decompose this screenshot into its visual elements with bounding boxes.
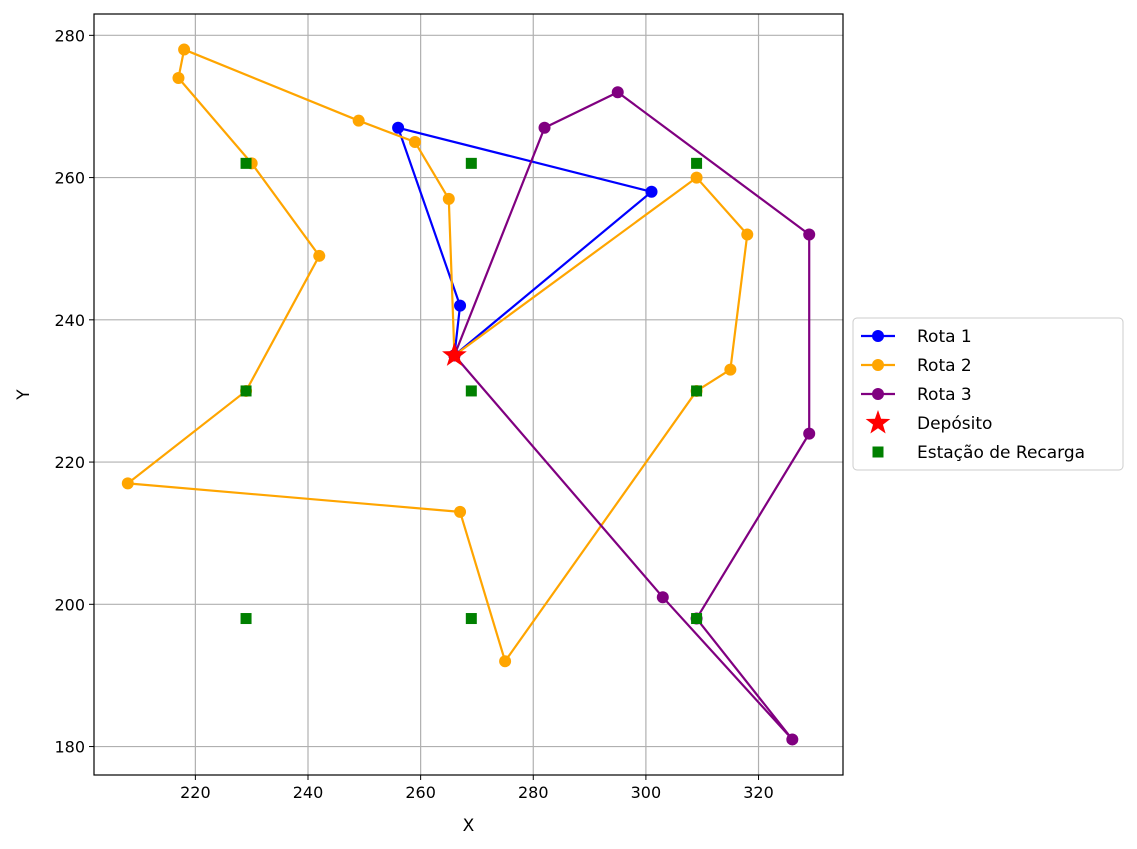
plot-frame xyxy=(93,13,844,776)
route-point xyxy=(442,192,455,205)
route-point xyxy=(645,185,658,198)
y-tick-label: 180 xyxy=(54,738,85,757)
legend-label: Estação de Recarga xyxy=(917,443,1085,463)
series-rota-1 xyxy=(392,121,658,362)
legend-item-rota-1: Rota 1 xyxy=(861,327,972,347)
route-point xyxy=(803,228,816,241)
route-line-rota-2 xyxy=(126,48,749,663)
route-point xyxy=(741,228,754,241)
legend-item-rota-3: Rota 3 xyxy=(861,385,972,405)
route-point xyxy=(499,655,512,668)
station-marker xyxy=(465,385,477,397)
x-tick-label: 280 xyxy=(518,783,549,802)
route-point xyxy=(538,121,551,134)
route-point xyxy=(454,505,467,518)
route-point xyxy=(121,477,134,490)
route-point xyxy=(409,136,421,149)
route-point xyxy=(313,249,326,262)
y-tick-label: 200 xyxy=(54,595,85,614)
legend-swatch-star xyxy=(865,410,891,434)
route-point xyxy=(352,114,365,127)
station-marker xyxy=(240,385,252,397)
route-point xyxy=(172,72,185,85)
x-tick-label: 220 xyxy=(180,783,211,802)
route-point xyxy=(803,427,816,440)
route-point xyxy=(656,591,669,604)
axis-ticks: 220 240 260 280 300 320 180 200 220 240 260 280 xyxy=(54,26,773,802)
route-point xyxy=(392,121,405,134)
station-marker xyxy=(465,157,477,169)
x-tick-label: 300 xyxy=(631,783,662,802)
station-marker xyxy=(465,613,477,625)
y-tick-label: 260 xyxy=(54,169,85,188)
station-marker xyxy=(240,613,252,625)
legend-item-deposito: Depósito xyxy=(865,410,992,434)
y-tick-label: 280 xyxy=(54,26,85,45)
legend-box xyxy=(852,317,1124,471)
station-marker xyxy=(691,385,703,397)
route-point xyxy=(611,86,624,99)
station-marker xyxy=(691,613,703,625)
y-tick-label: 220 xyxy=(54,453,85,472)
station-marker xyxy=(240,157,252,169)
route-line-rota-1 xyxy=(397,126,653,357)
route-point xyxy=(724,363,737,376)
legend-label: Rota 3 xyxy=(917,385,972,405)
station-marker xyxy=(691,157,703,169)
x-tick-label: 320 xyxy=(743,783,774,802)
depot-marker xyxy=(442,342,467,366)
depot xyxy=(442,342,467,366)
legend-swatch-marker xyxy=(872,359,884,371)
legend-swatch-marker xyxy=(872,388,884,400)
legend-item-rota-2: Rota 2 xyxy=(861,356,972,376)
route-point xyxy=(786,733,799,746)
legend-item-estacao-de-recarga: Estação de Recarga xyxy=(872,443,1085,463)
legend-label: Depósito xyxy=(917,414,992,434)
y-axis-title: Y xyxy=(14,389,34,401)
x-tick-label: 260 xyxy=(405,783,436,802)
charging-stations xyxy=(240,157,703,625)
legend-swatch-marker xyxy=(872,330,884,342)
legend-label: Rota 2 xyxy=(917,356,972,376)
legend-label: Rota 1 xyxy=(917,327,972,347)
x-axis-title: X xyxy=(463,816,475,836)
legend-swatch-square xyxy=(872,446,884,458)
route-point xyxy=(690,171,703,184)
series-rota-3 xyxy=(448,86,816,746)
route-point xyxy=(454,299,467,312)
route-point xyxy=(178,43,191,56)
route-line-rota-3 xyxy=(453,91,811,741)
x-tick-label: 240 xyxy=(293,783,324,802)
y-tick-label: 240 xyxy=(54,311,85,330)
legend: Rota 1 Rota 2 Rota 3 Depósito Estação de Rec… xyxy=(852,317,1124,471)
